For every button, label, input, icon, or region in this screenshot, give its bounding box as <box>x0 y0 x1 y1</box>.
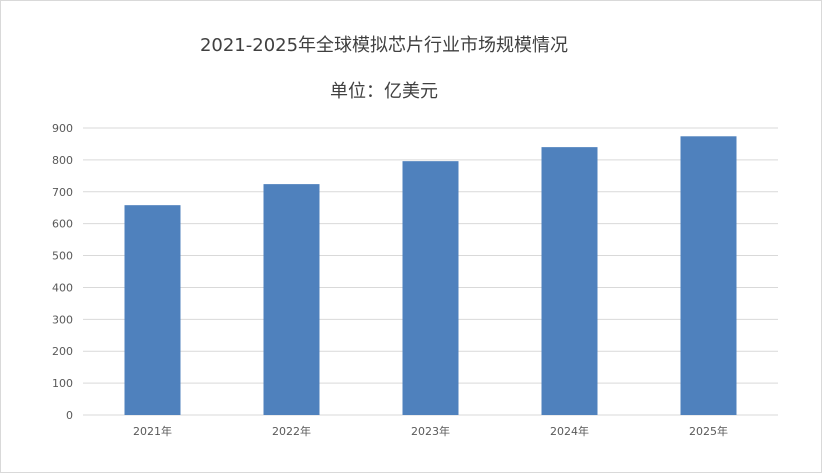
x-tick-label: 2024年 <box>550 424 589 438</box>
bar-2022年 <box>263 184 320 415</box>
bar-2021年 <box>124 205 181 415</box>
y-tick-label: 700 <box>52 186 73 199</box>
x-tick-label: 2022年 <box>272 424 311 438</box>
bar-2024年 <box>541 147 598 415</box>
bar-2023年 <box>402 161 459 415</box>
y-tick-label: 200 <box>52 345 73 358</box>
y-axis-ticks: 0 100 200 300 400 500 600 700 800 900 <box>52 122 73 422</box>
y-tick-label: 100 <box>52 377 73 390</box>
y-tick-label: 400 <box>52 281 73 294</box>
bar-2025年 <box>680 136 737 415</box>
y-tick-label: 900 <box>52 122 73 135</box>
y-tick-label: 800 <box>52 154 73 167</box>
x-tick-label: 2021年 <box>133 424 172 438</box>
x-tick-label: 2025年 <box>689 424 728 438</box>
y-tick-label: 600 <box>52 218 73 231</box>
bars <box>124 136 737 415</box>
x-axis-ticks: 2021年 2022年 2023年 2024年 2025年 <box>133 424 728 438</box>
y-tick-label: 0 <box>66 409 73 422</box>
chart-subtitle: 单位：亿美元 <box>330 81 438 102</box>
chart-title: 2021-2025年全球模拟芯片行业市场规模情况 <box>199 35 569 56</box>
y-tick-label: 500 <box>52 250 73 263</box>
x-tick-label: 2023年 <box>411 424 450 438</box>
y-tick-label: 300 <box>52 313 73 326</box>
